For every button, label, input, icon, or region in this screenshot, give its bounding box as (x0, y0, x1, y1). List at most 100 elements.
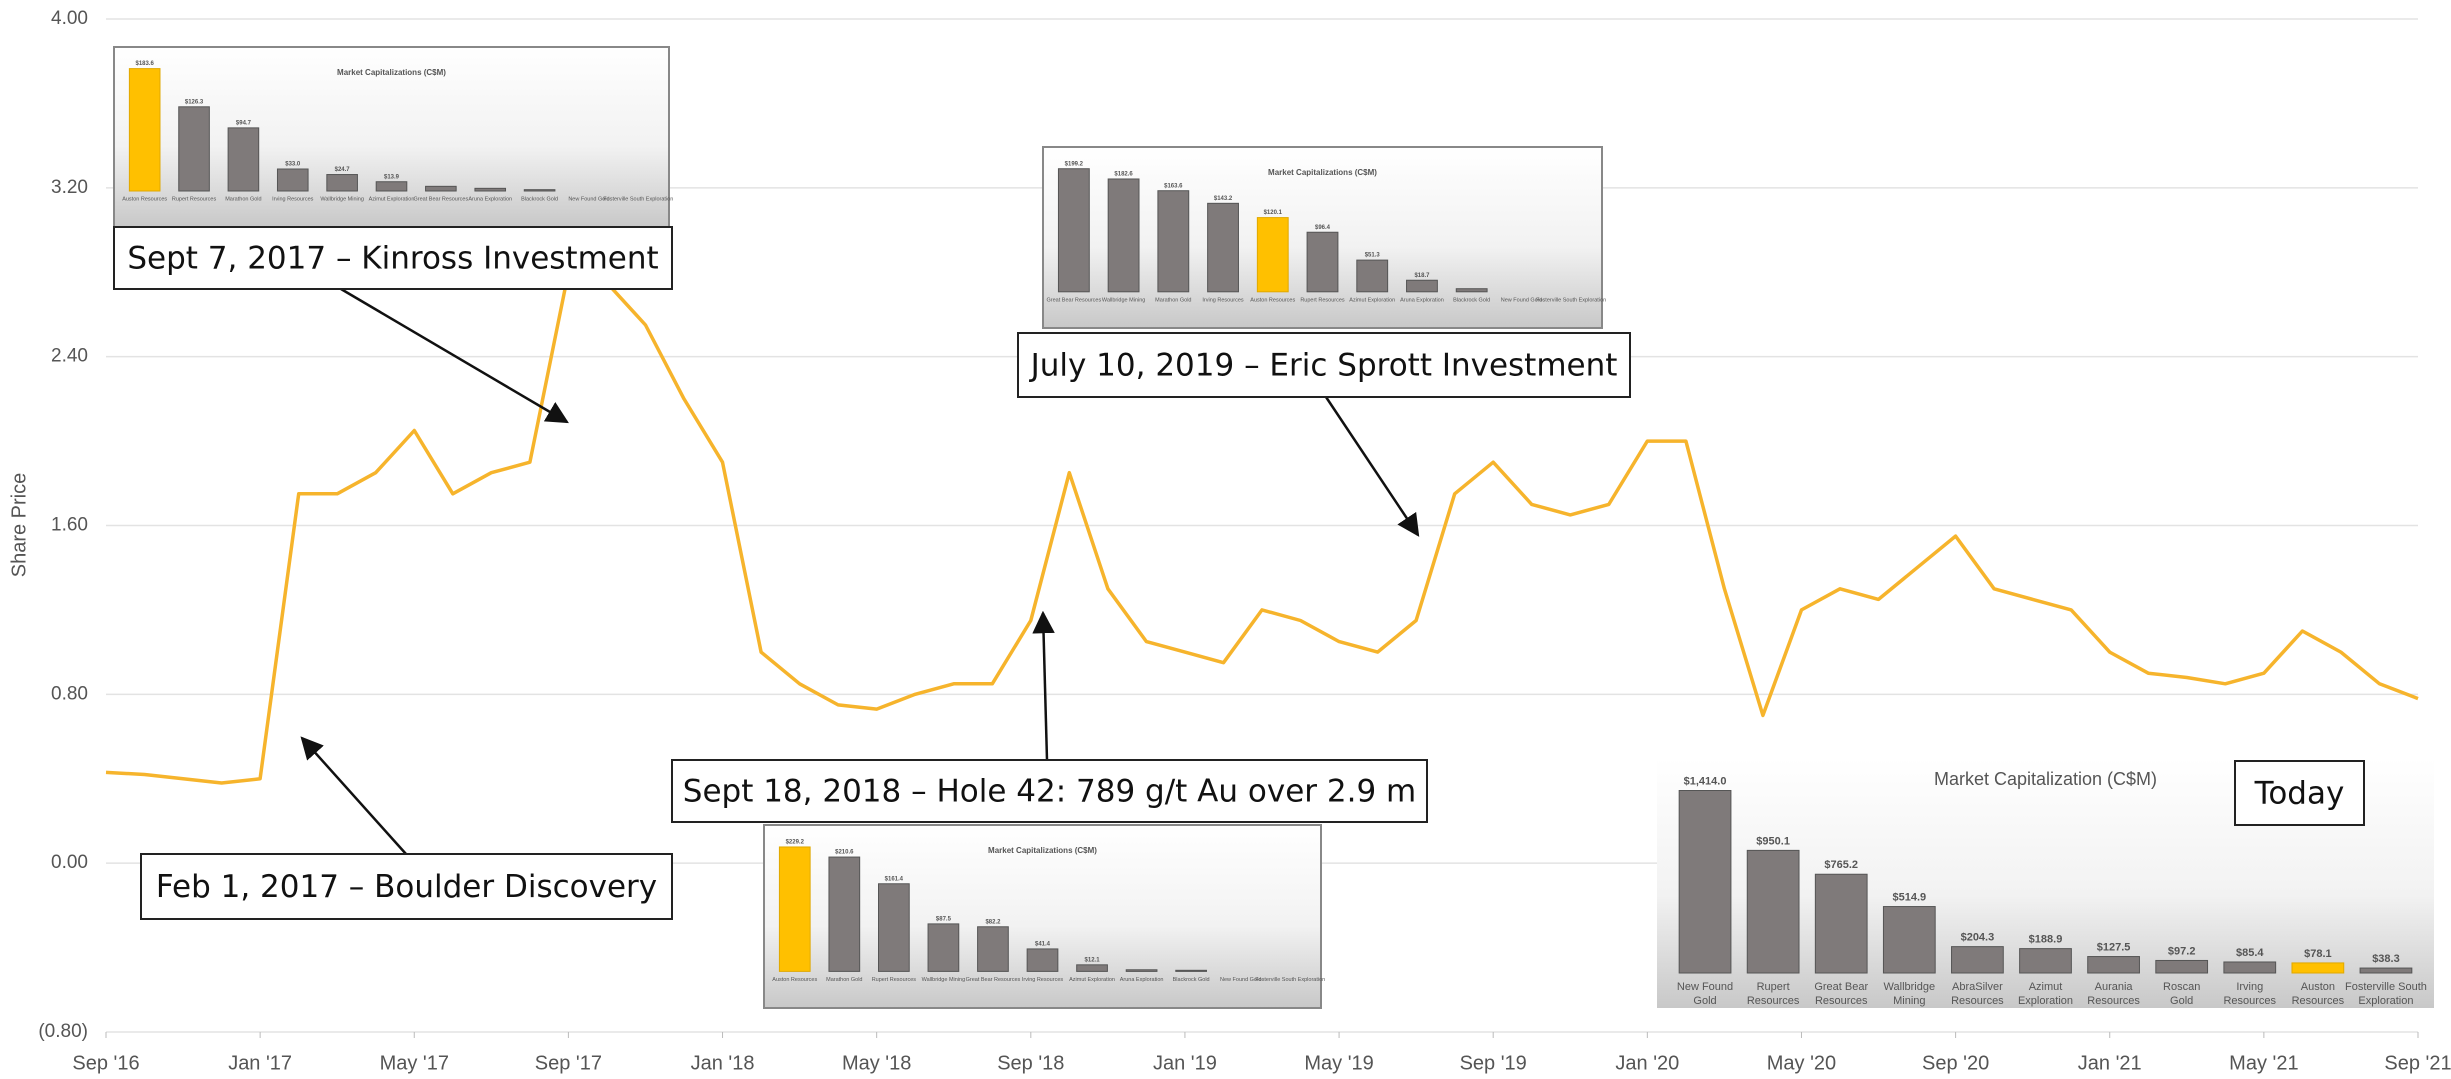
y-tick-label: 0.80 (51, 683, 88, 704)
category-label: Irving Resources (1202, 297, 1244, 303)
bar (1076, 964, 1108, 972)
value-label: $120.1 (1264, 210, 1283, 216)
category-label: Great Bear Resources (1814, 981, 1868, 1007)
value-label: $143.2 (1214, 196, 1233, 202)
category-label: Rupert Resources (1300, 297, 1345, 303)
bar (1678, 790, 1732, 974)
category-label: Rupert Resources (172, 196, 217, 202)
value-label: $94.7 (236, 120, 252, 126)
callout-arrow (1032, 610, 1055, 761)
bar (2291, 962, 2345, 974)
value-label: $163.6 (1164, 183, 1183, 189)
category-label: AbraSilver Resources (1951, 981, 2004, 1007)
value-label: $78.1 (2304, 948, 2332, 960)
category-label: Rupert Resources (1747, 981, 1800, 1007)
x-tick-label: May '17 (380, 1052, 449, 1074)
category-label: Great Bear Resources (966, 977, 1021, 983)
value-label: $38.3 (2372, 953, 2400, 965)
x-tick-label: Jan '17 (228, 1052, 292, 1074)
category-label: Aurania Resources (2087, 981, 2140, 1007)
category-label: Aruna Exploration (1120, 977, 1164, 983)
category-label: New Found Gold (1677, 981, 1733, 1007)
bar (276, 168, 309, 192)
category-label: Fosterville South Exploration (603, 196, 673, 202)
category-label: New Found Gold (1220, 977, 1261, 983)
category-label: Marathon Gold (225, 196, 261, 202)
x-tick-label: Sep '18 (997, 1052, 1064, 1074)
bar (1107, 178, 1140, 293)
y-axis-label: Share Price (8, 473, 30, 578)
category-label: Marathon Gold (826, 977, 862, 983)
value-label: $1,414.0 (1684, 775, 1727, 787)
callout-text: Sept 7, 2017 – Kinross Investment (127, 241, 658, 277)
x-tick-label: Jan '20 (1615, 1052, 1679, 1074)
inset-title: Market Capitalizations (C$M) (988, 846, 1097, 855)
callout-text: Feb 1, 2017 – Boulder Discovery (156, 869, 657, 905)
bar (2155, 959, 2209, 974)
value-label: $87.5 (936, 916, 952, 922)
category-label: Fosterville South Exploration (1255, 977, 1325, 983)
x-tick-label: Jan '21 (2078, 1052, 2142, 1074)
value-label: $82.2 (985, 919, 1001, 925)
category-label: Wallbridge Mining (922, 977, 966, 983)
value-label: $183.6 (136, 61, 155, 67)
category-label: Fosterville South Exploration (1536, 297, 1606, 303)
category-label: Wallbridge Mining (1102, 297, 1146, 303)
value-label: $127.5 (2097, 941, 2131, 953)
bar (1057, 168, 1090, 293)
callout-arrow (300, 736, 407, 855)
x-tick-label: May '19 (1304, 1052, 1373, 1074)
category-label: Blackrock Gold (521, 196, 558, 202)
category-label: Aruna Exploration (1400, 297, 1444, 303)
bar (1455, 288, 1488, 293)
inset-title: Market Capitalizations (C$M) (1268, 168, 1377, 177)
category-label: Azimut Exploration (2018, 981, 2073, 1007)
value-label: $950.1 (1756, 835, 1790, 847)
value-label: $188.9 (2029, 934, 2063, 946)
bar (1746, 849, 1800, 974)
bar (326, 174, 358, 192)
x-tick-label: Sep '21 (2384, 1052, 2451, 1074)
category-label: Azimut Exploration (1069, 977, 1115, 983)
category-label: Great Bear Resources (414, 196, 469, 202)
y-tick-label: 1.60 (51, 515, 88, 536)
category-label: New Found Gold (568, 196, 609, 202)
value-label: $12.1 (1085, 957, 1101, 963)
y-tick-label: 3.20 (51, 177, 88, 198)
inset-chart: Market Capitalizations (C$M) $229.2 Auston… (763, 824, 1325, 1009)
x-tick-label: Sep '17 (535, 1052, 602, 1074)
value-label: $51.3 (1365, 253, 1381, 259)
bar (1882, 906, 1936, 974)
category-label: New Found Gold (1501, 297, 1542, 303)
category-label: Wallbridge Mining (320, 196, 364, 202)
bar (878, 883, 910, 972)
category-label: Roscan Gold (2163, 981, 2200, 1007)
x-tick-label: Sep '16 (72, 1052, 139, 1074)
x-tick-label: Sep '19 (1460, 1052, 1527, 1074)
category-label: Blackrock Gold (1173, 977, 1210, 983)
inset-chart: Market Capitalizations (C$M) $199.2 Great … (1042, 146, 1606, 329)
category-label: Irving Resources (1022, 977, 1064, 983)
bar (178, 106, 210, 192)
callout-box (671, 759, 1428, 823)
value-label: $204.3 (1961, 932, 1995, 944)
bar (1175, 969, 1207, 972)
x-tick-label: May '20 (1767, 1052, 1836, 1074)
category-label: Wallbridge Mining (1884, 981, 1936, 1007)
bar (2087, 956, 2140, 974)
category-label: Irving Resources (272, 196, 314, 202)
value-label: $182.6 (1114, 172, 1133, 178)
callout-box (140, 853, 673, 920)
today-box (2234, 760, 2365, 826)
value-label: $13.9 (384, 174, 400, 180)
x-tick-label: Sep '20 (1922, 1052, 1989, 1074)
category-label: Blackrock Gold (1453, 297, 1490, 303)
category-label: Azimut Exploration (1349, 297, 1395, 303)
bar (2359, 967, 2413, 974)
value-label: $161.4 (885, 876, 904, 882)
value-label: $126.3 (185, 99, 204, 105)
category-label: Auston Resources (772, 977, 817, 983)
value-label: $96.4 (1315, 225, 1331, 231)
value-label: $41.4 (1035, 942, 1051, 948)
